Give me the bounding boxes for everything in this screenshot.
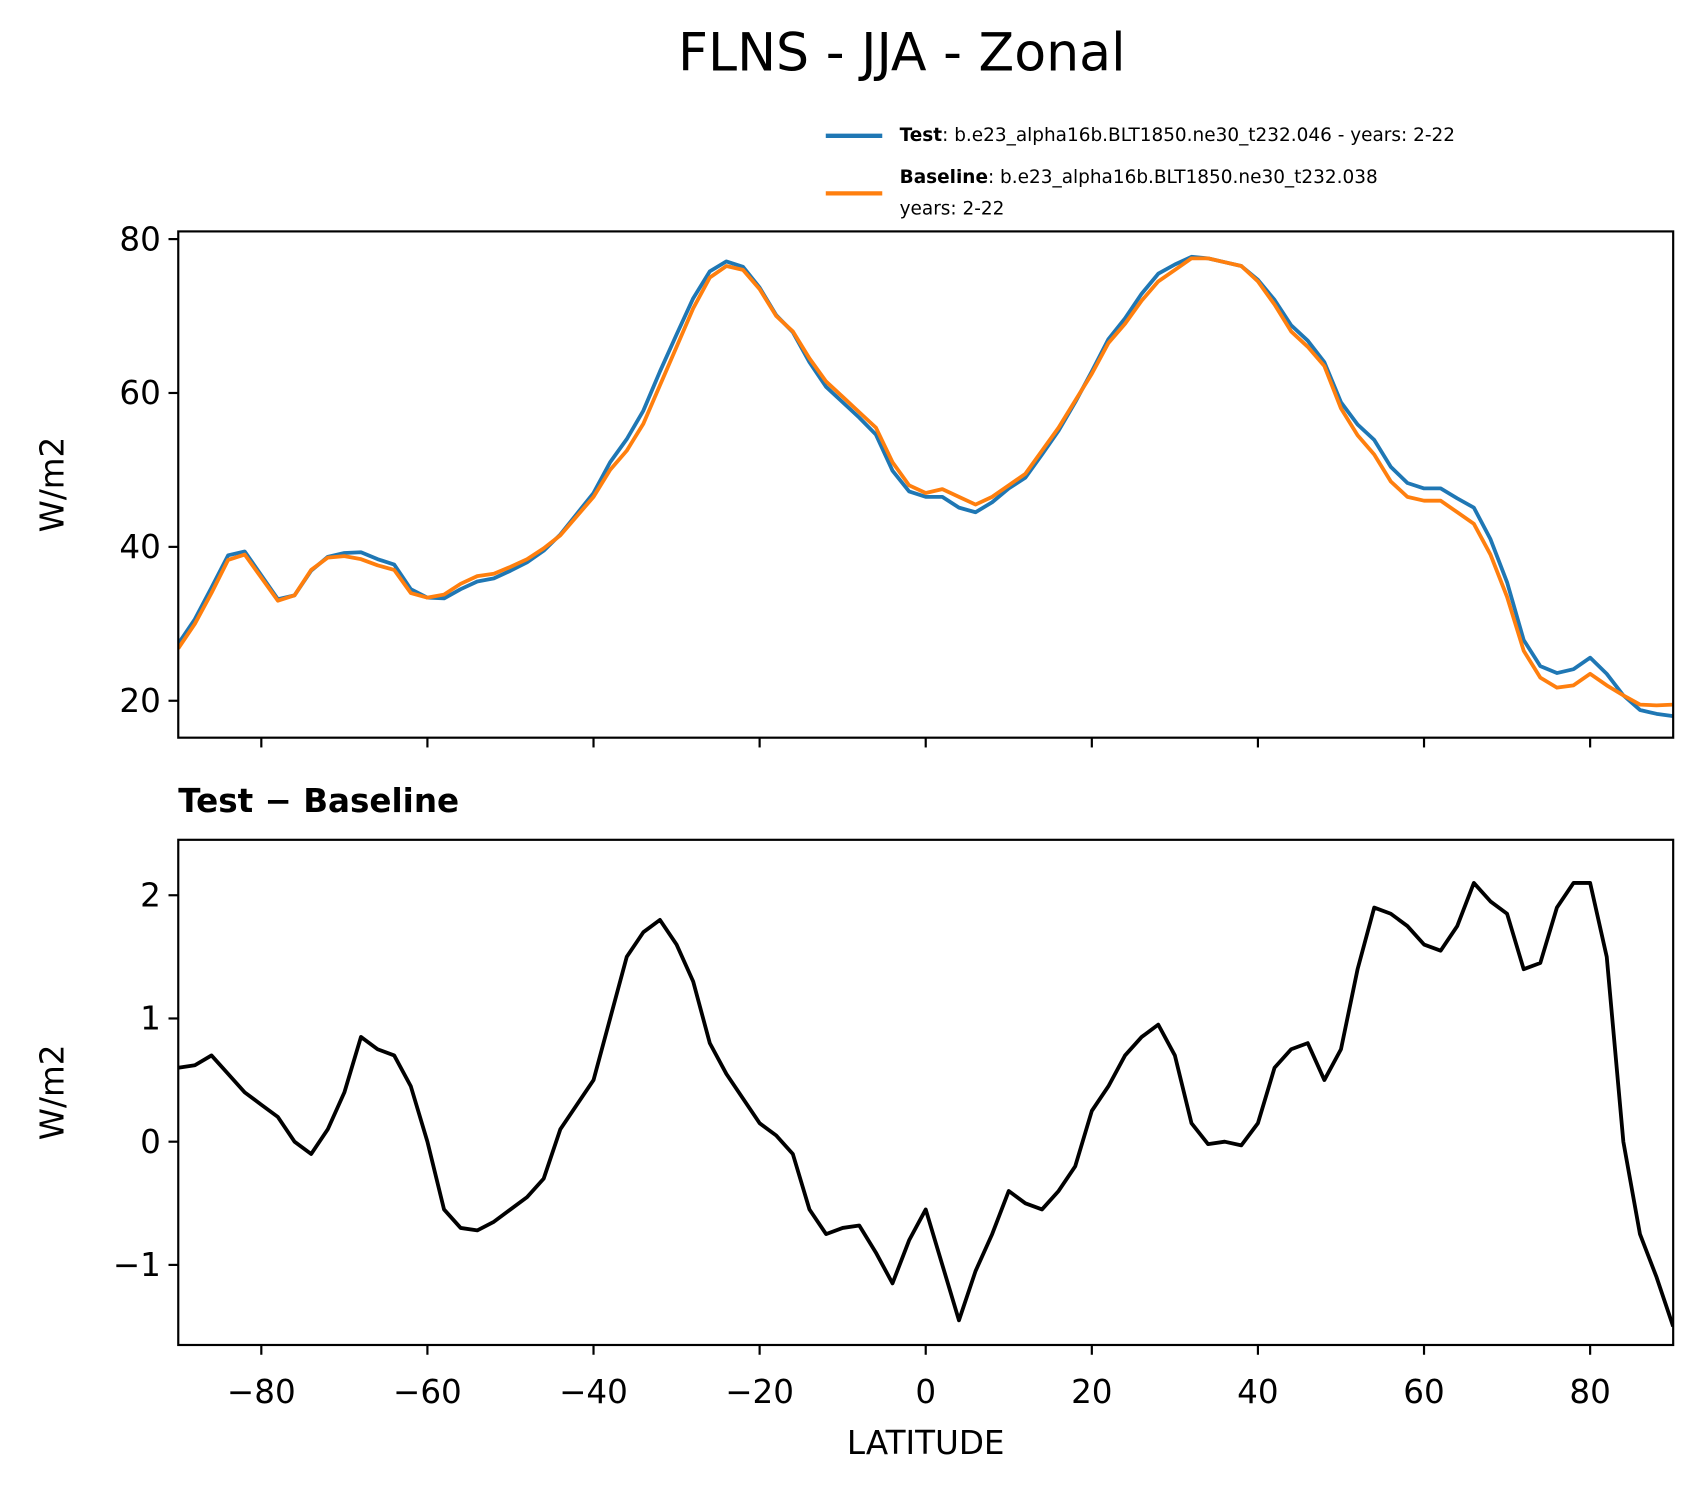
plot-area [178,881,1674,1328]
data-line [178,881,1674,1328]
y-tick-label: 80 [119,220,160,258]
legend-name: Test [900,125,943,146]
legend-description: : b.e23_alpha16b.BLT1850.ne30_t232.038 [988,167,1378,188]
x-tick-label: −20 [725,1373,794,1411]
axes-title: Test − Baseline [178,782,459,820]
figure-title: FLNS - JJA - Zonal [678,23,1126,83]
legend-description: years: 2-22 [900,199,1005,220]
x-tick-label: 20 [1071,1373,1112,1411]
y-axis-label: W/m2 [33,437,71,533]
x-tick-label: −60 [393,1373,462,1411]
y-tick-label: −1 [113,1246,161,1284]
x-tick-label: 40 [1237,1373,1278,1411]
legend-name: Baseline [900,167,988,188]
plot-area [178,254,1674,719]
x-axis-label: LATITUDE [847,1424,1005,1462]
y-tick-label: 40 [119,528,160,566]
y-tick-label: 20 [119,682,160,720]
legend-label: Test: b.e23_alpha16b.BLT1850.ne30_t232.0… [900,125,1455,146]
x-tick-label: 60 [1403,1373,1444,1411]
axes-frame [177,838,1675,1347]
x-tick-label: −80 [227,1373,296,1411]
x-tick-label: 0 [915,1373,936,1411]
data-line [178,254,1674,719]
y-tick-label: 60 [119,374,160,412]
y-tick-label: 2 [140,876,161,914]
legend-label: Baseline: b.e23_alpha16b.BLT1850.ne30_t2… [900,167,1378,188]
x-tick-label: −40 [559,1373,628,1411]
axes-frame [177,230,1675,739]
y-tick-label: 1 [140,1000,161,1038]
y-tick-label: 0 [140,1123,161,1161]
data-line [178,256,1674,708]
x-tick-label: 80 [1569,1373,1610,1411]
y-axis-label: W/m2 [33,1045,71,1141]
legend-description: : b.e23_alpha16b.BLT1850.ne30_t232.046 -… [942,125,1455,146]
